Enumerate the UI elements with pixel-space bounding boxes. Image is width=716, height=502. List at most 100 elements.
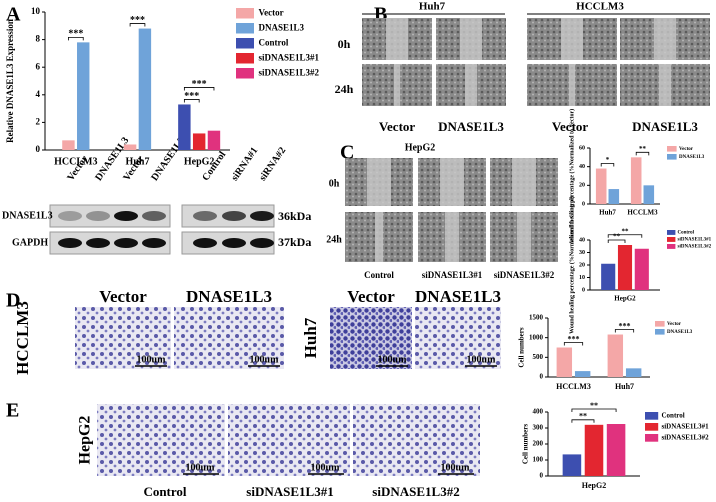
lane-label: siRNA#1: [229, 145, 260, 183]
bar: [625, 368, 642, 377]
y-tick-label: 4: [36, 89, 41, 99]
legend-swatch: [667, 244, 676, 249]
y-tick-label: 300: [533, 424, 544, 432]
cell-line: HepG2: [77, 416, 94, 465]
legend-label: siDNASE1L3#2: [259, 67, 320, 77]
band-label: GAPDH: [12, 237, 48, 248]
micrograph: [228, 404, 350, 476]
x-tick-label: HepG2: [184, 156, 215, 167]
annotation: ***: [130, 15, 145, 26]
y-tick-label: 20: [579, 183, 585, 189]
annotation: **: [579, 412, 587, 421]
wound-gap: [445, 212, 459, 262]
group-label: Control: [143, 484, 186, 499]
y-axis-label: Cell numbers: [522, 424, 530, 465]
annotation: ***: [619, 321, 631, 330]
y-tick-label: 0: [582, 201, 585, 207]
legend-label: Control: [678, 231, 695, 236]
legend-swatch: [236, 8, 254, 19]
cell-line: HCCLM3: [13, 301, 32, 375]
bar: [574, 371, 591, 377]
x-tick-label: Huh7: [126, 156, 150, 167]
cell-line: HCCLM3: [576, 1, 624, 13]
annotation: ***: [192, 79, 207, 90]
legend-label: siDNASE1L3#2: [662, 433, 710, 441]
group-label: siDNASE1L3#2: [372, 484, 459, 499]
legend-swatch: [667, 237, 676, 242]
blot-band: [250, 211, 274, 221]
cell-line: Huh7: [419, 1, 446, 13]
annotation: **: [590, 401, 598, 410]
group-label: DNASE1L3: [186, 287, 272, 306]
legend-label: Vector: [259, 7, 284, 17]
annotation: ***: [68, 29, 83, 40]
blot-band: [58, 238, 82, 248]
y-tick-label: 1000: [529, 333, 544, 341]
scale-bar-label: 100um: [441, 462, 471, 473]
x-tick-label: HCCLM3: [556, 382, 591, 391]
blot-band: [222, 238, 246, 248]
bar: [595, 168, 607, 204]
y-tick-label: 0: [540, 472, 544, 480]
scale-bar-label: 100um: [137, 354, 167, 365]
bar: [606, 424, 626, 476]
legend-label: siDNASE1L3#1: [662, 422, 710, 430]
significance-bracket: [614, 329, 635, 333]
legend-label: Control: [662, 411, 685, 419]
annotation: ***: [568, 334, 580, 343]
blot-band: [193, 238, 217, 248]
legend-swatch: [655, 329, 665, 335]
band-label: DNASE1L3: [2, 210, 53, 221]
legend-label: DNASE1L3: [667, 330, 693, 335]
group-label: Vector: [552, 119, 589, 134]
significance-bracket: [571, 408, 617, 412]
group-label: siDNASE1L3#1: [246, 484, 333, 499]
bar: [607, 334, 624, 377]
bar: [562, 454, 582, 476]
legend-label: siDNASE1L3#2: [678, 245, 712, 250]
wound-gap: [440, 158, 464, 206]
blot-band: [58, 211, 82, 221]
group-label: Control: [364, 270, 394, 280]
blot-band: [114, 238, 138, 248]
bar: [123, 144, 137, 150]
cell-line: Huh7: [301, 317, 320, 358]
wound-gap: [465, 64, 477, 106]
group-label: siDNASE1L3#2: [494, 270, 555, 280]
bar: [178, 104, 191, 150]
blot-strip: [49, 204, 171, 228]
group-label: Vector: [347, 287, 395, 306]
scale-bar-label: 100um: [311, 462, 341, 473]
legend-swatch: [236, 53, 254, 64]
group-label: siDNASE1L3#1: [422, 270, 483, 280]
micrograph: [415, 307, 501, 369]
annotation: **: [639, 145, 647, 153]
time-label: 0h: [329, 178, 340, 189]
legend-label: DNASE1L3: [259, 22, 305, 32]
legend-swatch: [236, 23, 254, 34]
bar: [634, 248, 649, 290]
y-tick-label: 10: [31, 6, 41, 16]
time-label: 0h: [338, 37, 351, 51]
blot-band: [86, 211, 110, 221]
size-label: 37kDa: [278, 235, 311, 249]
y-axis-label: Wound healing percentage (%Normalized to…: [568, 109, 575, 243]
wound-gap: [386, 18, 408, 60]
x-tick-label: HepG2: [582, 481, 606, 490]
legend-swatch: [645, 434, 659, 442]
y-tick-label: 10: [579, 275, 585, 281]
legend-swatch: [236, 38, 254, 49]
group-label: Vector: [379, 119, 416, 134]
y-tick-label: 30: [579, 250, 585, 256]
y-tick-label: 2: [36, 116, 41, 126]
y-tick-label: 400: [533, 408, 544, 416]
blot-band: [250, 238, 274, 248]
legend-swatch: [645, 423, 659, 431]
size-label: 36kDa: [278, 209, 311, 223]
significance-bracket: [563, 342, 584, 346]
significance-bracket: [635, 151, 650, 156]
bar: [617, 245, 633, 290]
legend-swatch: [667, 146, 677, 152]
group-label: DNASE1L3: [415, 287, 501, 306]
